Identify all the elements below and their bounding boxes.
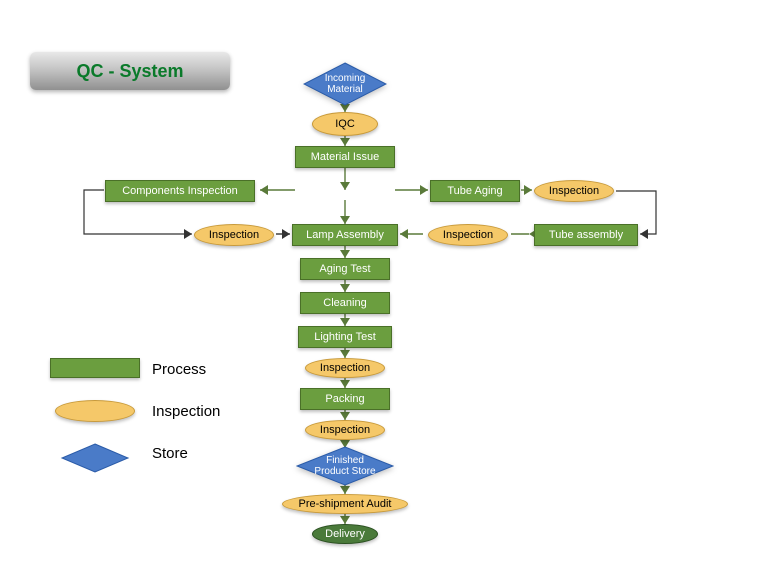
node-inspection_mid: Inspection — [305, 358, 385, 378]
node-lighting_test: Lighting Test — [298, 326, 392, 348]
node-material_issue: Material Issue — [295, 146, 395, 168]
node-inspection_right_top: Inspection — [534, 180, 614, 202]
arrow-connector — [503, 226, 537, 242]
node-iqc: IQC — [312, 112, 378, 136]
legend-store-row: Store — [50, 442, 220, 464]
node-finished_store: FinishedProduct Store — [296, 446, 394, 486]
node-aging_test: Aging Test — [300, 258, 390, 280]
legend-inspection-row: Inspection — [50, 400, 220, 422]
node-inspection_right_mid: Inspection — [428, 224, 508, 246]
node-pre_shipment: Pre-shipment Audit — [282, 494, 408, 514]
legend: Process Inspection Store — [50, 358, 220, 484]
node-tube_aging: Tube Aging — [430, 180, 520, 202]
title-badge: QC - System — [30, 52, 230, 90]
node-lamp_assembly: Lamp Assembly — [292, 224, 398, 246]
node-cleaning: Cleaning — [300, 292, 390, 314]
node-inspection_pack: Inspection — [305, 420, 385, 440]
legend-store-label: Store — [152, 445, 188, 462]
node-components_inspection: Components Inspection — [105, 180, 255, 202]
node-packing: Packing — [300, 388, 390, 410]
node-delivery: Delivery — [312, 524, 378, 544]
node-inspection_left: Inspection — [194, 224, 274, 246]
node-tube_assembly: Tube assembly — [534, 224, 638, 246]
legend-process-label: Process — [152, 361, 206, 378]
arrow-connector — [252, 182, 303, 198]
legend-inspection-shape — [50, 400, 140, 422]
legend-process-row: Process — [50, 358, 220, 380]
node-incoming: IncomingMaterial — [303, 62, 387, 106]
legend-store-shape — [50, 442, 140, 464]
arrow-connector — [387, 182, 436, 198]
legend-process-shape — [50, 358, 140, 380]
legend-inspection-label: Inspection — [152, 403, 220, 420]
